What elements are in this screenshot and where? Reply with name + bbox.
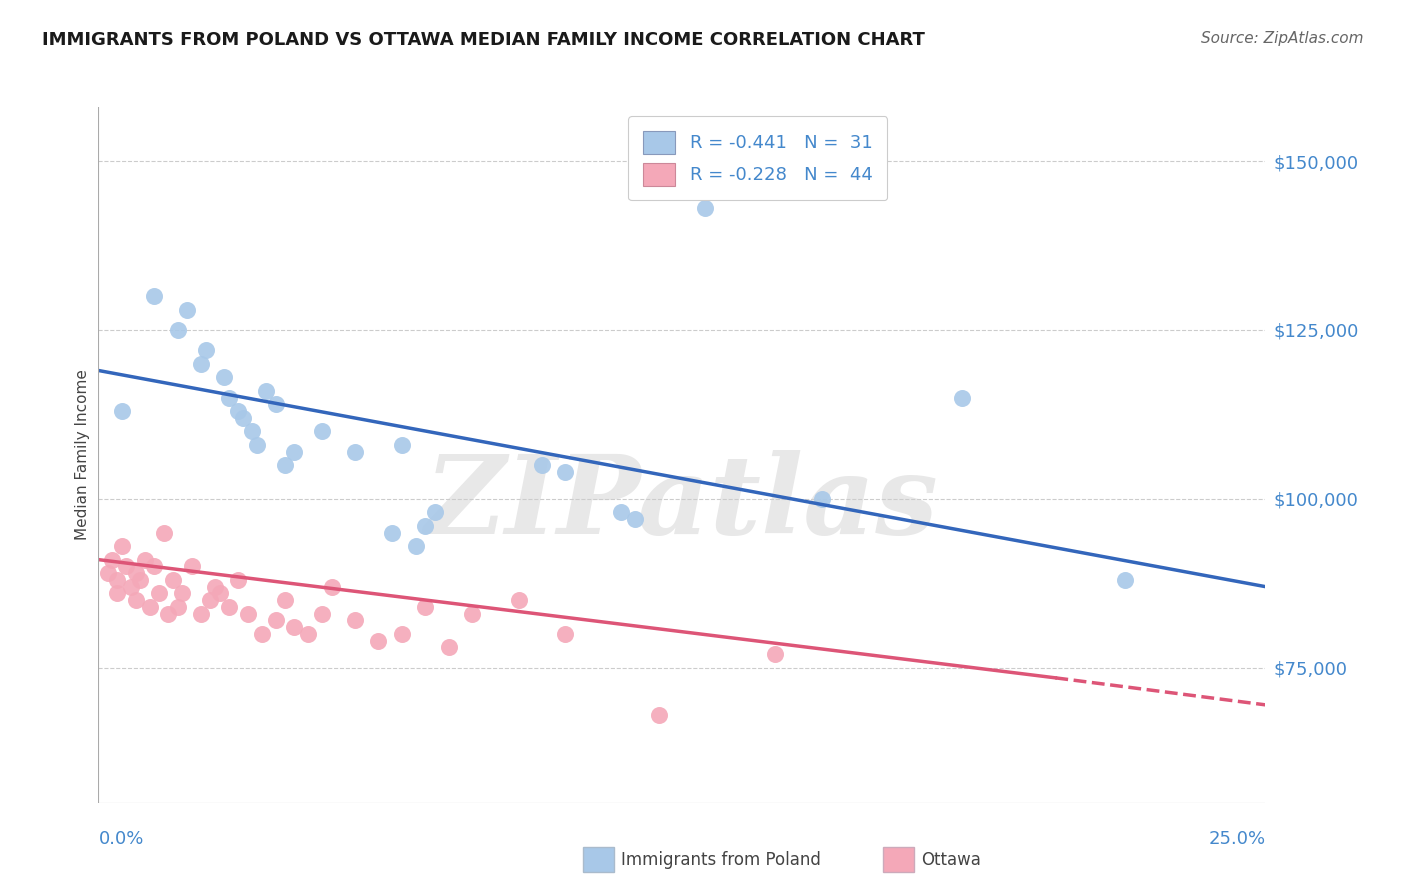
Point [97,566,120,581]
Point [194,343,217,358]
Point [208,586,231,600]
Point [218,391,240,405]
Text: 0.0%: 0.0% [98,830,143,847]
Point [367,633,389,648]
Y-axis label: Median Family Income: Median Family Income [75,369,90,541]
Point [115,559,138,574]
Point [274,593,297,607]
Point [391,438,413,452]
Point [405,539,427,553]
Point [381,525,404,540]
Point [101,552,124,566]
Point [610,505,633,519]
Text: 25.0%: 25.0% [1208,830,1265,847]
Point [297,627,319,641]
Text: Source: ZipAtlas.com: Source: ZipAtlas.com [1201,31,1364,46]
Point [554,627,576,641]
Point [180,559,202,574]
Point [811,491,834,506]
Text: IMMIGRANTS FROM POLAND VS OTTAWA MEDIAN FAMILY INCOME CORRELATION CHART: IMMIGRANTS FROM POLAND VS OTTAWA MEDIAN … [42,31,925,49]
Point [152,525,174,540]
Point [950,391,973,405]
Point [176,302,198,317]
Point [250,627,273,641]
Point [139,599,162,614]
Point [311,424,333,438]
Point [204,580,226,594]
Point [413,599,436,614]
Point [321,580,343,594]
Point [134,552,156,566]
Point [232,410,254,425]
Legend: R = -0.441   N =  31, R = -0.228   N =  44: R = -0.441 N = 31, R = -0.228 N = 44 [628,116,887,201]
Point [461,607,484,621]
Point [111,539,134,553]
Point [391,627,413,641]
Point [530,458,553,472]
Point [157,607,180,621]
Point [413,519,436,533]
Point [105,586,128,600]
Point [554,465,576,479]
Point [200,593,222,607]
Point [172,586,194,600]
Point [423,505,446,519]
Text: ZIPatlas: ZIPatlas [425,450,939,558]
Point [1114,573,1136,587]
Point [214,370,236,384]
Point [125,566,148,581]
Point [218,599,240,614]
Point [763,647,786,661]
Point [508,593,530,607]
Point [148,586,170,600]
Point [111,404,134,418]
Point [283,444,305,458]
Point [274,458,297,472]
Point [143,289,166,303]
Point [129,573,152,587]
Point [190,357,212,371]
Point [344,444,367,458]
Point [311,607,333,621]
Point [283,620,305,634]
Point [166,323,188,337]
Point [624,512,647,526]
Point [264,397,287,411]
Point [228,404,250,418]
Text: Immigrants from Poland: Immigrants from Poland [621,851,821,869]
Point [228,573,250,587]
Point [695,202,717,216]
Point [105,573,128,587]
Point [162,573,184,587]
Point [344,614,367,628]
Point [264,614,287,628]
Point [437,640,460,655]
Point [190,607,212,621]
Point [125,593,148,607]
Point [242,424,264,438]
Point [647,708,669,723]
Point [166,599,188,614]
Point [256,384,278,398]
Point [120,580,142,594]
Point [236,607,259,621]
Text: Ottawa: Ottawa [921,851,981,869]
Point [246,438,269,452]
Point [143,559,166,574]
